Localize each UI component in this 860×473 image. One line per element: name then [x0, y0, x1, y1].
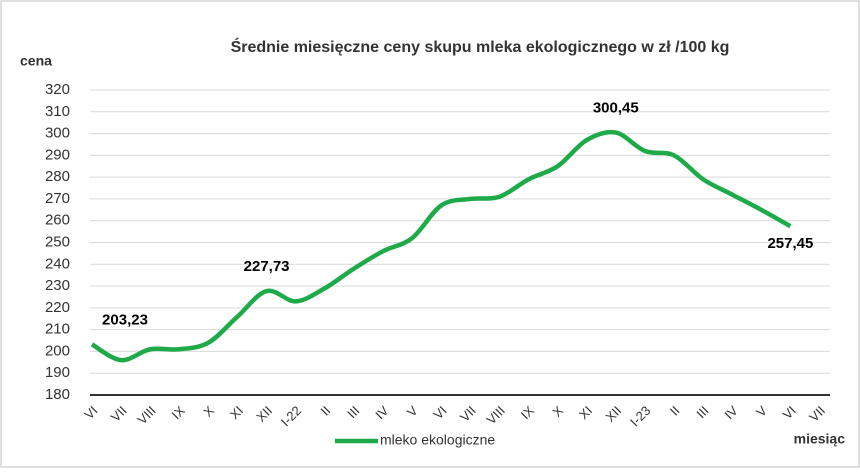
- y-axis-label: cena: [20, 53, 52, 69]
- y-tick-label: 180: [45, 386, 70, 403]
- y-tick-label: 200: [45, 342, 70, 359]
- y-tick-label: 280: [45, 168, 70, 185]
- data-label: 227,73: [244, 258, 290, 275]
- chart-title: Średnie miesięczne ceny skupu mleka ekol…: [231, 37, 730, 56]
- y-tick-label: 240: [45, 255, 70, 272]
- data-label: 300,45: [593, 100, 639, 117]
- data-label: 257,45: [767, 235, 813, 252]
- y-tick-label: 300: [45, 125, 70, 142]
- y-tick-label: 290: [45, 146, 70, 163]
- y-tick-label: 220: [45, 299, 70, 316]
- y-tick-label: 190: [45, 364, 70, 381]
- legend-label: mleko ekologiczne: [380, 432, 495, 448]
- x-axis-label: miesiąc: [794, 431, 846, 447]
- y-tick-label: 210: [45, 321, 70, 338]
- y-tick-label: 250: [45, 233, 70, 250]
- y-tick-label: 270: [45, 190, 70, 207]
- y-tick-label: 310: [45, 103, 70, 120]
- series-line: [90, 129, 792, 363]
- y-tick-label: 260: [45, 212, 70, 229]
- y-tick-label: 320: [45, 81, 70, 98]
- y-tick-label: 230: [45, 277, 70, 294]
- data-label: 203,23: [102, 311, 148, 328]
